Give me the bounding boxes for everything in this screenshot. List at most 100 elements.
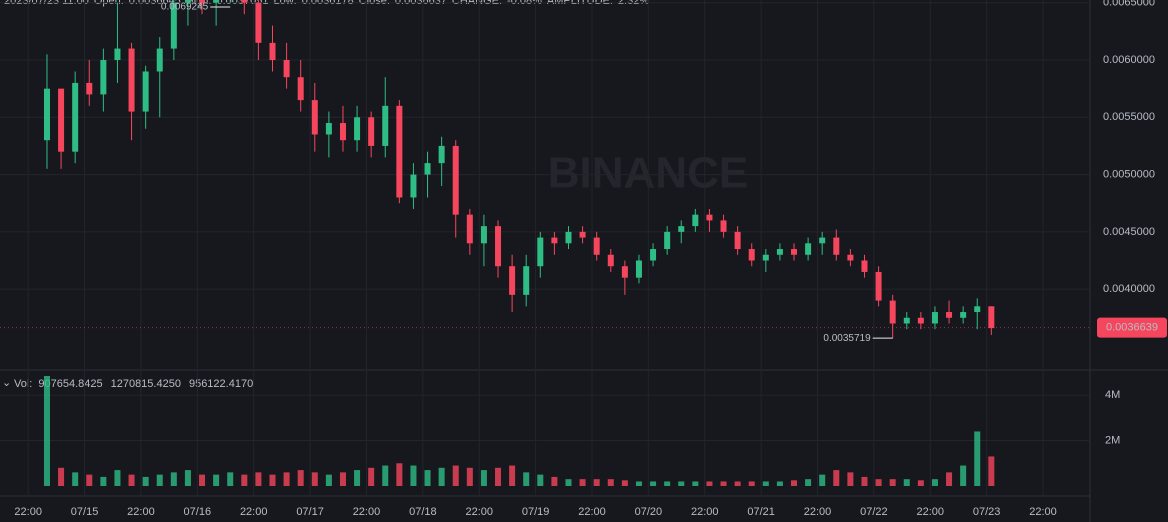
volume-bar bbox=[410, 465, 417, 486]
x-tick-label: 22:00 bbox=[465, 506, 493, 518]
volume-bar bbox=[776, 481, 783, 486]
volume-bar bbox=[650, 481, 657, 486]
header-text: CHANGE: bbox=[452, 0, 502, 7]
x-tick-label: 22:00 bbox=[14, 506, 42, 518]
volume-bar bbox=[748, 481, 755, 486]
volume-bar bbox=[579, 479, 586, 486]
volume-bar bbox=[720, 481, 727, 486]
volume-bar bbox=[86, 474, 93, 486]
volume-legend-value: 1270815.4250 bbox=[111, 378, 181, 390]
candle-body bbox=[664, 231, 671, 250]
candle-body bbox=[692, 214, 699, 227]
x-tick-label: 07/22 bbox=[860, 506, 888, 518]
volume-bar bbox=[960, 465, 967, 486]
header-text: 2.32% bbox=[618, 0, 649, 7]
candle-body bbox=[495, 226, 502, 267]
header-text: 0.0037051 bbox=[216, 0, 268, 7]
volume-bar bbox=[213, 474, 220, 486]
volume-bar bbox=[297, 470, 304, 486]
volume-bar bbox=[692, 481, 699, 486]
price-pane bbox=[43, 0, 995, 339]
candle-body bbox=[819, 237, 826, 244]
candle-body bbox=[607, 254, 614, 267]
y-tick-label: 0.0040000 bbox=[1103, 283, 1155, 295]
volume-bar bbox=[466, 467, 473, 486]
y-tick-label: 0.0050000 bbox=[1103, 168, 1155, 180]
x-tick-label: 22:00 bbox=[353, 506, 381, 518]
y-tick-label: 0.0065000 bbox=[1103, 0, 1155, 9]
candle-body bbox=[960, 312, 967, 318]
x-tick-label: 07/23 bbox=[973, 506, 1001, 518]
volume-bar bbox=[509, 465, 516, 486]
volume-bar bbox=[551, 476, 558, 486]
candle-body bbox=[354, 117, 361, 141]
volume-bar bbox=[805, 479, 812, 486]
candle-body bbox=[720, 220, 727, 232]
candle-body bbox=[650, 249, 657, 261]
candle-body bbox=[213, 0, 220, 3]
candle-body bbox=[114, 48, 121, 61]
candle-body bbox=[861, 260, 868, 272]
x-tick-label: 22:00 bbox=[804, 506, 832, 518]
candle-body bbox=[283, 60, 290, 78]
candle-body bbox=[635, 260, 642, 278]
volume-bar bbox=[762, 481, 769, 486]
last-price-tag bbox=[1097, 317, 1167, 338]
candle-body bbox=[776, 249, 783, 255]
candle-body bbox=[438, 145, 445, 164]
x-tick-label: 22:00 bbox=[127, 506, 155, 518]
candle-body bbox=[72, 82, 79, 152]
candle-body bbox=[311, 100, 318, 135]
volume-bar bbox=[734, 481, 741, 486]
volume-legend: ⌄ Vol: 907654.8425 1270815.4250 956122.4170 bbox=[2, 377, 253, 390]
candle-body bbox=[974, 306, 981, 313]
volume-legend-value: 907654.8425 bbox=[38, 378, 102, 390]
volume-bar bbox=[72, 472, 79, 486]
header-text: 2023/07/23 11:00 bbox=[4, 0, 89, 7]
volume-bar bbox=[847, 472, 854, 486]
header-text: Close: bbox=[359, 0, 390, 7]
volume-legend-label: Vol: bbox=[14, 378, 32, 390]
candle-body bbox=[523, 266, 530, 295]
candle-body bbox=[917, 317, 924, 324]
x-tick-label: 22:00 bbox=[691, 506, 719, 518]
candle-body bbox=[805, 243, 812, 255]
volume-legend-value: 956122.4170 bbox=[189, 378, 253, 390]
header-text: Open: bbox=[94, 0, 124, 7]
candle-body bbox=[509, 266, 516, 295]
candle-body bbox=[762, 254, 769, 261]
header-text: Low: bbox=[273, 0, 296, 7]
volume-bar bbox=[156, 474, 163, 486]
candle-body bbox=[621, 266, 628, 278]
volume-bar bbox=[664, 481, 671, 486]
volume-legend-caret: ⌄ bbox=[2, 377, 11, 389]
x-tick-label: 07/20 bbox=[635, 506, 663, 518]
volume-bar bbox=[128, 474, 135, 486]
candle-body bbox=[368, 117, 375, 146]
volume-bar bbox=[635, 481, 642, 486]
candle-body bbox=[480, 226, 487, 244]
volume-bar bbox=[621, 480, 628, 486]
volume-bar bbox=[946, 472, 953, 486]
volume-bar bbox=[255, 472, 262, 486]
y-tick-label: 0.0045000 bbox=[1103, 226, 1155, 238]
volume-bar bbox=[523, 472, 530, 486]
volume-bar bbox=[988, 456, 995, 486]
candle-body bbox=[579, 231, 586, 238]
candle-body bbox=[43, 88, 50, 141]
candle-body bbox=[791, 249, 798, 255]
y-tick-label: 0.0060000 bbox=[1103, 54, 1155, 66]
volume-bar bbox=[889, 479, 896, 486]
volume-bar bbox=[43, 376, 50, 486]
candle-body bbox=[410, 174, 417, 198]
volume-bar bbox=[791, 480, 798, 486]
y-tick-label: 0.0055000 bbox=[1103, 111, 1155, 123]
x-tick-label: 22:00 bbox=[916, 506, 944, 518]
x-tick-label: 22:00 bbox=[240, 506, 268, 518]
candle-body bbox=[593, 237, 600, 255]
candle-body bbox=[86, 82, 93, 95]
candle-body bbox=[734, 231, 741, 250]
candle-body bbox=[551, 237, 558, 244]
candle-body bbox=[396, 105, 403, 198]
high-marker-label: 0.0069245 bbox=[161, 2, 209, 13]
